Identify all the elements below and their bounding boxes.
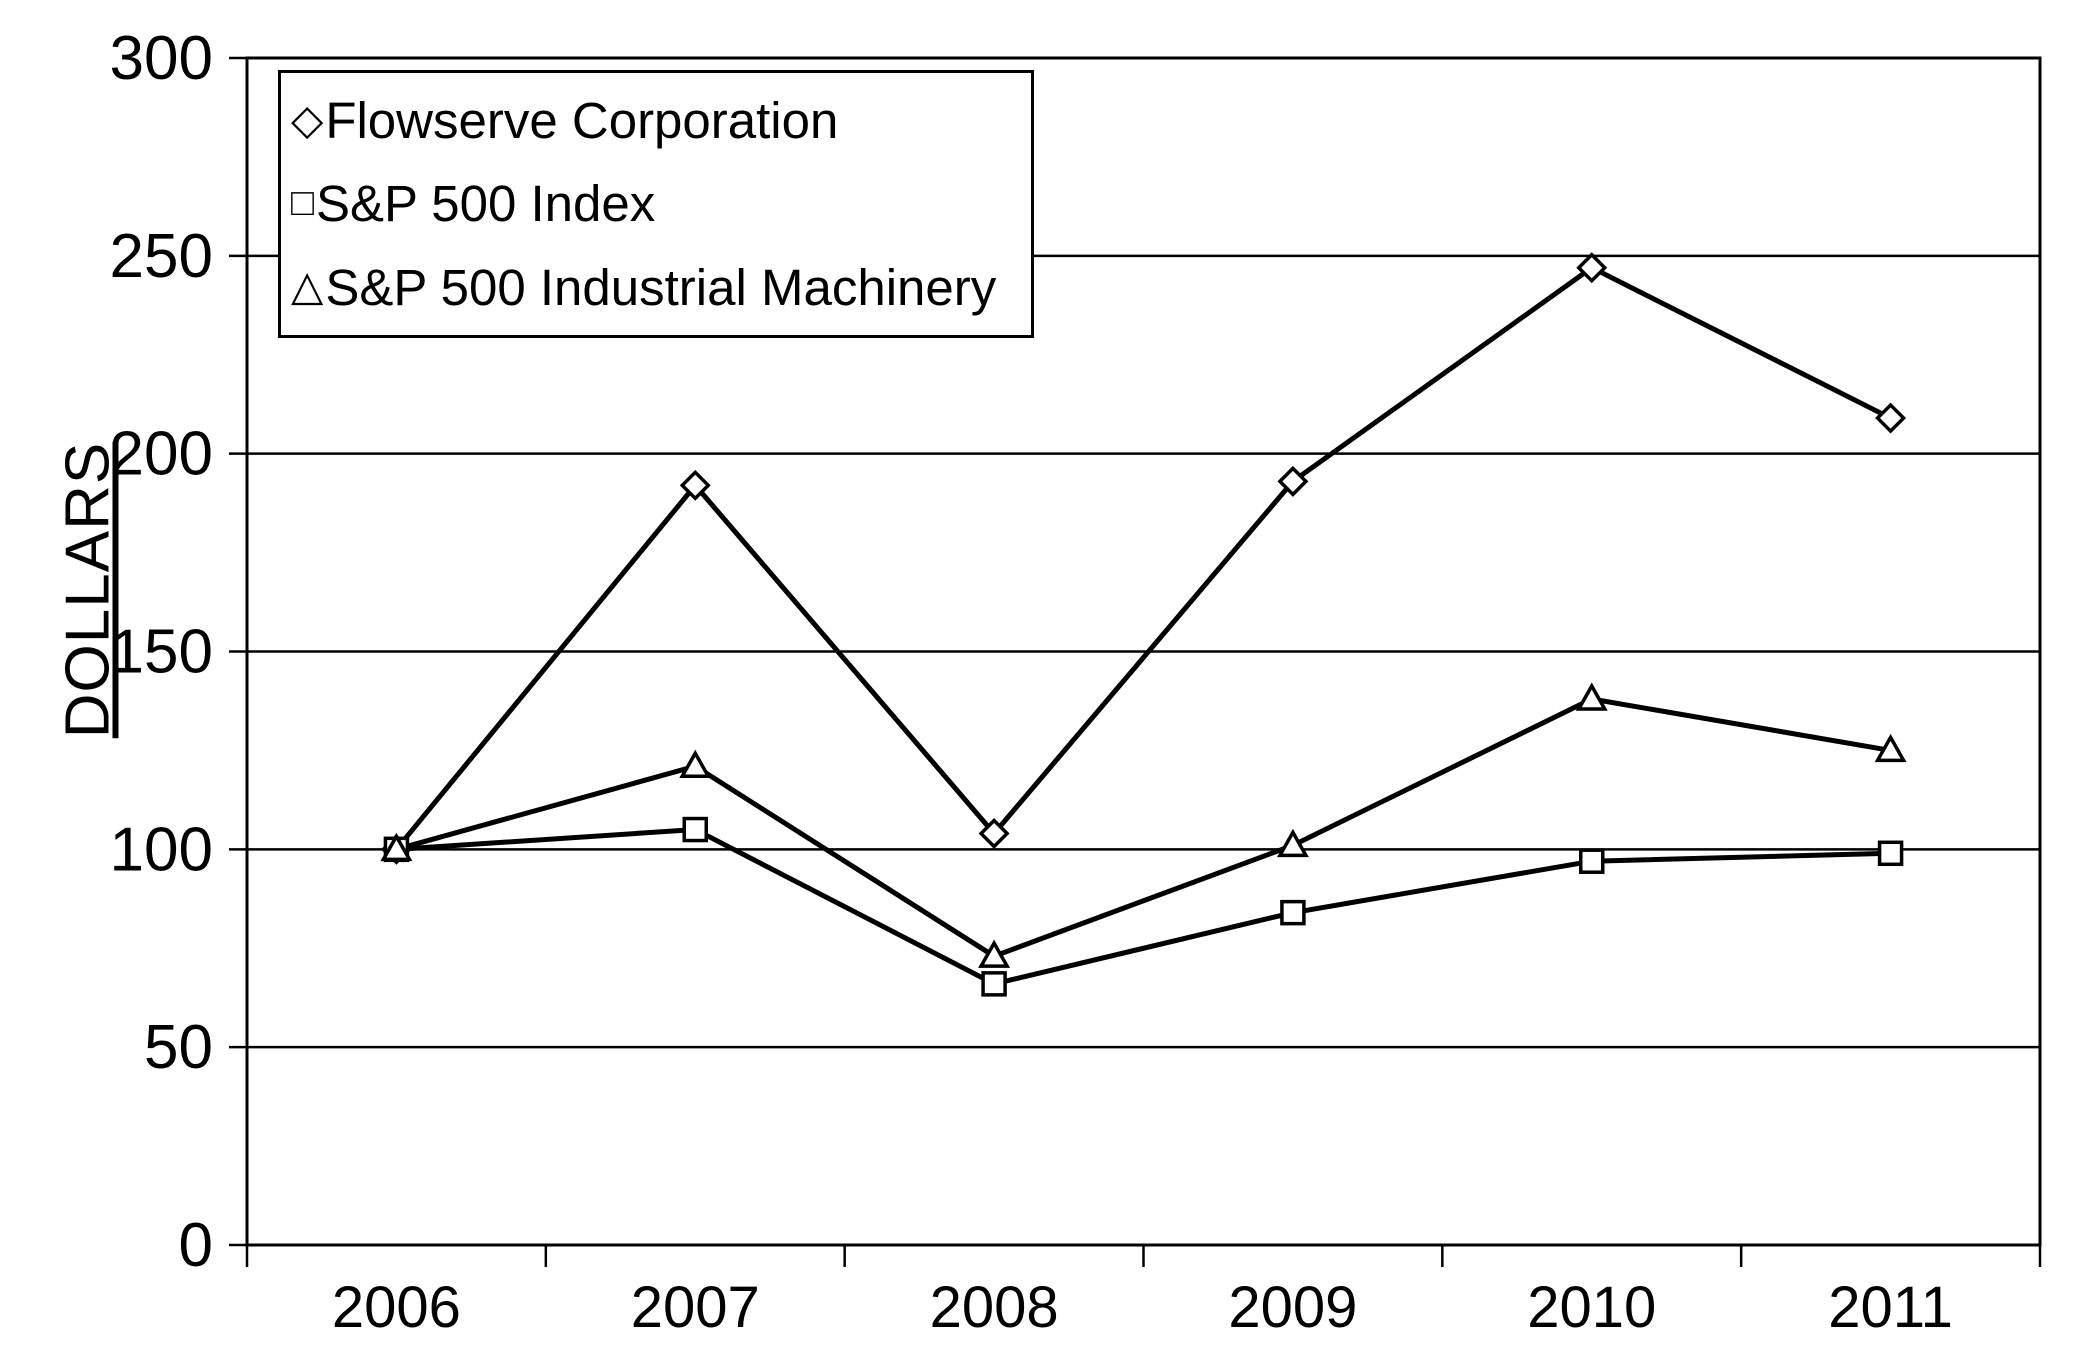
data-point-marker-triangle: [1575, 682, 1608, 711]
data-point-marker-square: [1280, 899, 1306, 926]
y-tick-label: 100: [110, 815, 213, 884]
data-point-marker-triangle: [1874, 733, 1907, 763]
series-line: [396, 827, 1891, 987]
legend-label: Flowserve Corporation: [325, 92, 839, 150]
chart-legend: ◇ Flowserve Corporation □ S&P 500 Index …: [278, 70, 1034, 338]
x-tick-label: 2007: [631, 1275, 760, 1340]
data-point-marker-triangle: [1276, 828, 1309, 858]
data-point-marker-triangle: [978, 939, 1011, 968]
data-point-marker-diamond: [1277, 465, 1309, 497]
legend-item-sp500: □ S&P 500 Index: [291, 174, 1031, 233]
legend-label: S&P 500 Index: [315, 175, 656, 233]
data-point-marker-square: [1877, 840, 1904, 867]
diamond-marker-icon: ◇: [291, 95, 324, 143]
data-point-marker-square: [682, 816, 708, 843]
data-point-marker-diamond: [1875, 402, 1907, 434]
triangle-marker-icon: △: [291, 262, 324, 310]
x-tick-label: 2006: [332, 1275, 461, 1340]
y-tick-label: 200: [110, 420, 213, 489]
y-tick-label: 0: [179, 1211, 213, 1280]
y-axis-title: DOLLARS: [53, 441, 123, 739]
legend-item-sp500-industrial-machinery: △ S&P 500 Industrial Machinery: [291, 258, 1031, 317]
legend-item-flowserve: ◇ Flowserve Corporation: [291, 91, 1031, 150]
data-point-marker-diamond: [1576, 252, 1608, 284]
data-point-marker-triangle: [380, 832, 413, 862]
y-tick-label: 300: [110, 24, 213, 93]
y-tick-label: 250: [110, 222, 213, 291]
x-tick-label: 2008: [930, 1275, 1059, 1340]
x-tick-label: 2009: [1228, 1275, 1357, 1340]
data-point-marker-diamond: [679, 469, 711, 501]
data-point-marker-square: [981, 971, 1007, 997]
legend-label: S&P 500 Industrial Machinery: [325, 258, 997, 316]
square-marker-icon: □: [291, 181, 314, 224]
data-point-marker-square: [1579, 848, 1605, 874]
series-line: [394, 264, 1892, 851]
x-tick-label: 2011: [1828, 1275, 1953, 1340]
series-line: [395, 696, 1892, 959]
y-tick-label: 150: [110, 618, 213, 687]
data-point-marker-diamond: [978, 818, 1010, 849]
y-tick-label: 50: [144, 1013, 213, 1082]
data-point-marker-triangle: [679, 749, 712, 778]
x-tick-label: 2010: [1527, 1275, 1656, 1340]
